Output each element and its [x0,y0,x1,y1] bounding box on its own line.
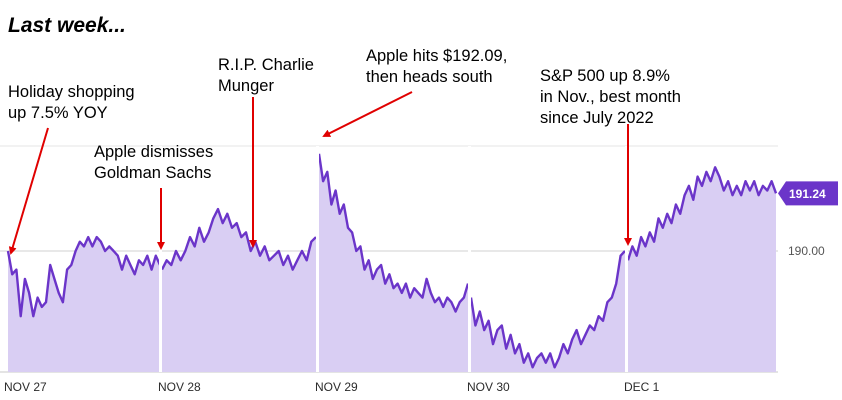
x-tick-label: NOV 30 [467,380,510,394]
price-line-layer [6,153,778,369]
area-session-4 [628,167,776,372]
arrow-apple-high [322,91,413,137]
chart-title: Last week... [8,14,126,37]
x-tick-label: NOV 28 [158,380,201,394]
x-tick-label: DEC 1 [624,380,660,394]
area-session-2 [319,153,468,372]
line-session-3 [469,250,626,369]
x-tick-label: NOV 27 [4,380,47,394]
line-session-1 [160,207,317,271]
line-session-2 [317,153,470,313]
annotation-arrow-layer [8,91,632,255]
annotation-sp500: S&P 500 up 8.9% in Nov., best month sinc… [540,67,681,127]
axis-layer: NOV 27 NOV 28 NOV 29 NOV 30 DEC 1 190.00 191.2… [4,181,838,394]
y-tick-label: 190.00 [788,244,825,258]
session-break-layer [159,146,628,372]
arrow-holiday-shopping [8,127,49,255]
line-session-0 [6,235,162,318]
annotation-charlie-munger: R.I.P. Charlie Munger [218,56,314,95]
annotation-apple-high: Apple hits $192.09, then heads south [366,47,508,86]
x-tick-label: NOV 29 [315,380,358,394]
area-session-1 [162,209,316,372]
price-area-layer [8,153,776,372]
annotation-holiday-shopping: Holiday shopping up 7.5% YOY [8,83,135,122]
annotation-goldman-sachs: Apple dismisses Goldman Sachs [94,143,214,182]
last-value-badge [778,181,838,206]
area-session-3 [471,251,625,372]
last-value-label: 191.24 [789,187,826,201]
line-session-4 [626,166,778,261]
area-session-0 [8,237,160,372]
